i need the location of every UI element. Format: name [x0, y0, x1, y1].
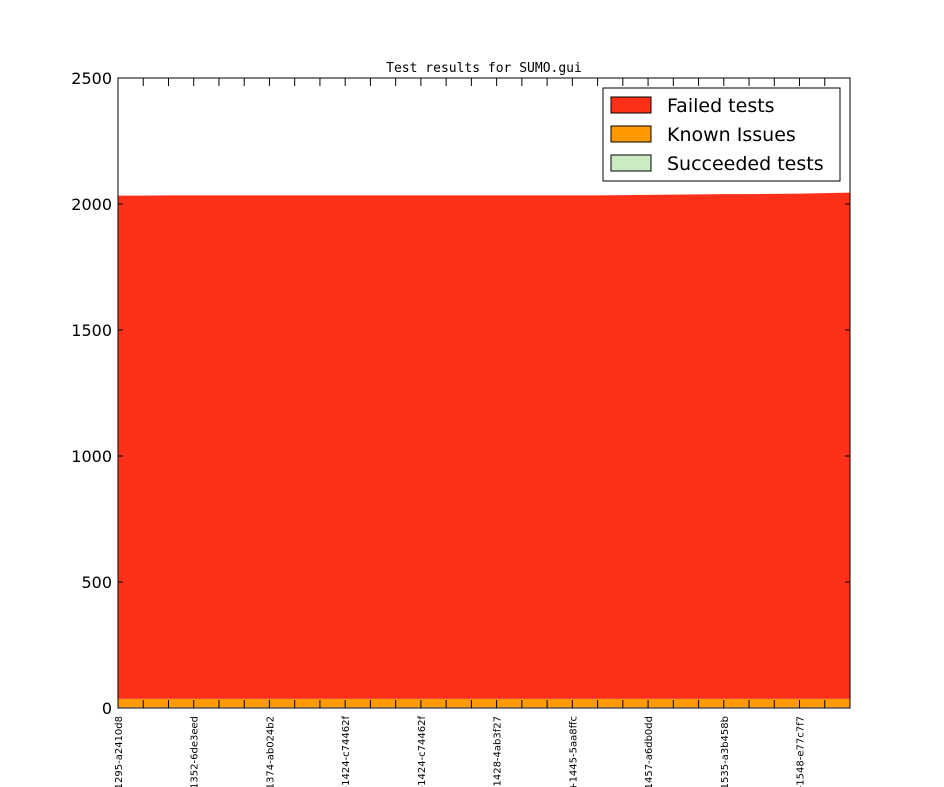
area-known-issues	[118, 698, 850, 708]
x-tick-label: +1445-5aa8ffc	[568, 716, 579, 787]
x-tick-label: -1548-e77c7f7	[796, 716, 807, 787]
x-tick-label: 1374-ab024b2	[265, 716, 276, 787]
y-tick-label: 2500	[71, 69, 112, 88]
area-failed-tests	[118, 192, 850, 699]
x-tick-label: 1295-a2410d8	[114, 716, 125, 787]
chart-title: Test results for SUMO.gui	[386, 61, 582, 76]
y-tick-label: 1500	[71, 321, 112, 340]
x-tick-label: 1535-a3b458b	[720, 716, 731, 787]
legend-label: Failed tests	[667, 95, 775, 117]
plot-frame	[117, 77, 851, 709]
y-tick-label: 500	[81, 573, 112, 592]
x-tick-label: -1424-c74462f	[341, 716, 352, 787]
y-tick-label: 1000	[71, 447, 112, 466]
legend: Failed tests Known Issues Succeeded tests	[602, 87, 841, 182]
x-tick-label: -1424-c74462f	[417, 716, 428, 787]
legend-label: Known Issues	[667, 124, 796, 146]
y-tick-label: 2000	[71, 195, 112, 214]
area-layers	[118, 192, 850, 708]
legend-label: Succeeded tests	[667, 153, 824, 175]
legend-swatch	[610, 96, 652, 114]
x-tick-label: 1428-4ab3f27	[493, 716, 504, 787]
legend-swatch	[610, 125, 652, 143]
x-tick-label: 1352-6de3eed	[190, 716, 201, 787]
x-tick-label: 1457-a6db0dd	[644, 716, 655, 787]
y-tick-label: 0	[102, 699, 112, 718]
axis-ticks: 0 500 1000 1500 2000 2500 1295-a2410d8 1352-6de…	[71, 69, 851, 787]
legend-swatch	[610, 154, 652, 172]
